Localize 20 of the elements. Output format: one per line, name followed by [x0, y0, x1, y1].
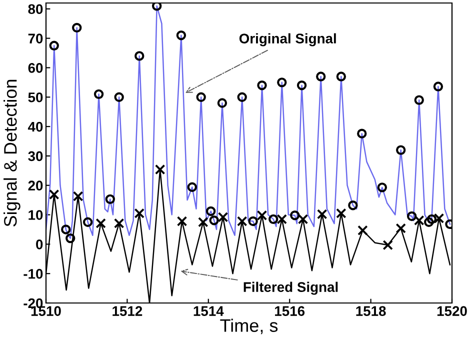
y-tick-label: 70: [28, 34, 43, 44]
y-tick-label: 40: [28, 122, 43, 132]
x-tick-label: 1520: [437, 306, 467, 316]
x-tick-label: 1518: [356, 306, 386, 316]
y-tick-label: 30: [28, 151, 43, 162]
x-tick-label: 1516: [275, 306, 305, 316]
x-axis-title: Time, s: [220, 318, 278, 334]
y-tick-label: 10: [28, 210, 43, 220]
y-axis-title: Signal & Detection: [4, 80, 20, 226]
y-tick-label: 20: [28, 180, 43, 191]
annotation: Filtered Signal: [244, 282, 338, 295]
y-tick-label: 50: [28, 92, 43, 102]
y-tick-label: 60: [28, 63, 43, 73]
y-tick-label: 0: [36, 240, 43, 250]
y-tick-label: 80: [28, 4, 43, 14]
x-tick-label: 1510: [31, 306, 61, 316]
y-tick-label: -10: [24, 268, 43, 279]
x-tick-label: 1514: [194, 306, 224, 316]
x-tick-label: 1512: [112, 306, 142, 316]
annotation: Original Signal: [239, 33, 336, 46]
